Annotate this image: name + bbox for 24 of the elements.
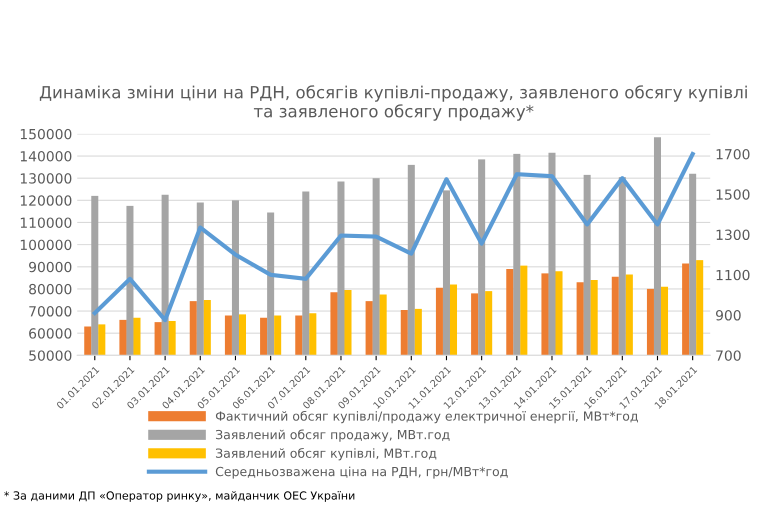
y2-tick-label: 1700: [716, 149, 750, 160]
y2-tick-label: 1300: [716, 230, 750, 240]
legend-label: Середньозважена ціна на РДН, грн/МВт*год: [216, 466, 508, 479]
chart-title: Динаміка зміни ціни на РДН, обсягів купівлі-продажу, заявленого обсягу купівлі та заявленого обсягу продажу*: [40, 85, 747, 121]
line-series: [92, 152, 695, 322]
y2-tick-label: 1100: [716, 270, 750, 280]
legend-label: Заявлений обсяг продажу, МВт.год: [216, 429, 450, 442]
y-tick-label: 90000: [29, 262, 72, 272]
y-tick-label: 70000: [29, 306, 72, 317]
y-tick-label: 50000: [29, 350, 72, 361]
legend-label: Фактичний обсяг купівлі/продажу електричної енергії, МВт*год: [216, 410, 638, 424]
y-tick-label: 120000: [20, 195, 72, 206]
text: * За даними ДП «Оператор ринку», майданчик ОЕС України: [4, 491, 354, 502]
y-tick-label: 100000: [20, 240, 72, 250]
y-tick-label: 140000: [20, 151, 72, 162]
y-tick-label: 60000: [29, 328, 72, 339]
y2-tick-label: 1500: [716, 189, 750, 200]
y-tick-label: 150000: [20, 128, 72, 140]
y-tick-label: 110000: [20, 217, 72, 228]
y-tick-label: 80000: [29, 284, 72, 294]
legend-label: Заявлений обсяг купівлі, МВт.год: [216, 448, 436, 460]
y2-tick-label: 700: [716, 350, 741, 361]
y2-tick-label: 900: [716, 310, 741, 321]
y-tick-label: 130000: [20, 173, 72, 184]
